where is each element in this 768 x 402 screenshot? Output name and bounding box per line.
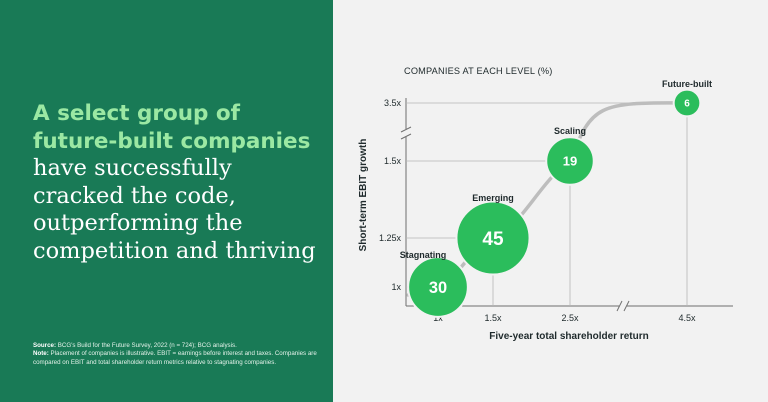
x-tick-label: 4.5x: [678, 313, 696, 323]
y-tick-label: 1.25x: [379, 233, 402, 243]
chart-static: COMPANIES AT EACH LEVEL (%) 1x 1.5x 2.5x 4.5…: [358, 66, 733, 342]
bubble-emerging: [455, 200, 531, 276]
point-label: Scaling: [554, 126, 586, 136]
headline: A select group of future-built companies…: [33, 100, 323, 265]
y-axis-break-mark: [400, 126, 412, 133]
source-text: BCG's Build for the Future Survey, 2022 …: [57, 342, 237, 349]
note-text: Placement of companies is illustrative. …: [33, 350, 317, 366]
x-tick-label: 2.5x: [561, 313, 579, 323]
footnote: Source: BCG's Build for the Future Surve…: [33, 342, 318, 367]
y-tick-label: 1x: [391, 282, 401, 292]
point-label: Stagnating: [400, 250, 447, 260]
headline-panel: A select group of future-built companies…: [0, 0, 333, 402]
bubble-chart: COMPANIES AT EACH LEVEL (%) 1x 1.5x 2.5x 4.5…: [358, 66, 733, 342]
point-label: Future-built: [662, 79, 712, 89]
x-axis-break-gap: [619, 301, 627, 311]
chart-marks: 45 30 19 6 Stagnating Emerging Scaling Future-b…: [400, 79, 712, 318]
x-axis-break-mark: [616, 300, 623, 312]
y-tick-label: 1.5x: [384, 156, 402, 166]
point-label: Emerging: [472, 193, 514, 203]
bubble-value: 19: [563, 154, 578, 169]
bubble-scaling: [545, 136, 595, 186]
chart-panel: COMPANIES AT EACH LEVEL (%) 1x 1.5x 2.5x 4.5…: [333, 0, 768, 402]
y-tick-label: 3.5x: [384, 98, 402, 108]
bubble-value: 30: [429, 279, 447, 297]
bubble-value: 6: [684, 99, 690, 110]
headline-accent: A select group of future-built companies: [33, 101, 311, 154]
y-axis-label: Short-term EBIT growth: [358, 139, 369, 252]
note-label: Note:: [33, 350, 49, 358]
bubble-future-built: [672, 88, 702, 118]
source-label: Source:: [33, 342, 57, 349]
bubble-stagnating: [407, 256, 469, 318]
bubble-value: 45: [482, 229, 504, 250]
x-axis-label: Five-year total shareholder return: [489, 331, 649, 342]
y-axis-break-gap: [401, 129, 411, 137]
chart-title: COMPANIES AT EACH LEVEL (%): [404, 66, 553, 76]
y-axis-break-mark: [400, 133, 412, 140]
headline-rest: have successfully cracked the code, outp…: [33, 155, 316, 264]
x-tick-label: 1x: [433, 313, 443, 323]
x-axis-break-mark: [623, 300, 630, 312]
x-tick-label: 1.5x: [484, 313, 502, 323]
